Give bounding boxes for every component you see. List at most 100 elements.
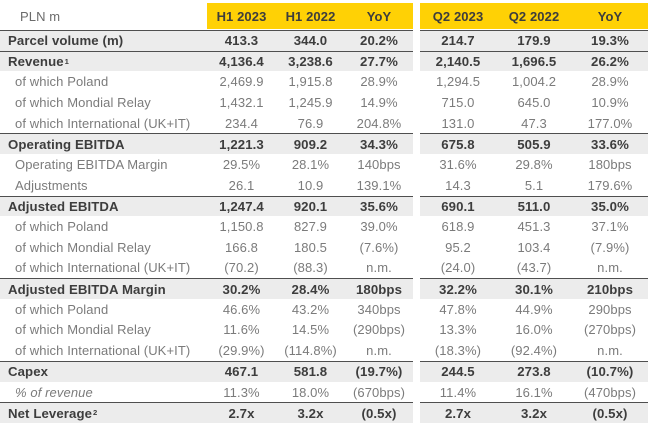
cell-yoy-q2: (7.9%) (572, 236, 648, 258)
cell-yoy-h1: (0.5x) (345, 402, 413, 424)
column-group-gap (413, 278, 420, 299)
cell-q2-2023: 13.3% (420, 319, 496, 341)
cell-h1-2023: (29.9%) (207, 340, 276, 361)
row-label: Net Leverage 2 (0, 402, 207, 424)
cell-q2-2023: 675.8 (420, 133, 496, 155)
cell-q2-2022: 16.1% (496, 381, 572, 403)
cell-q2-2023: 2,140.5 (420, 50, 496, 72)
cell-q2-2023: 2.7x (420, 402, 496, 424)
cell-h1-2022: 18.0% (276, 381, 345, 403)
cell-h1-2023: 467.1 (207, 361, 276, 382)
cell-q2-2023: 31.6% (420, 154, 496, 175)
column-group-gap (413, 319, 420, 341)
column-group-gap (413, 50, 420, 72)
cell-yoy-h1: 35.6% (345, 195, 413, 217)
row-label: of which Poland (0, 216, 207, 237)
cell-yoy-h1: (670bps) (345, 381, 413, 403)
row-label: of which International (UK+IT) (0, 112, 207, 134)
cell-q2-2022: (92.4%) (496, 340, 572, 361)
row-label: of which International (UK+IT) (0, 340, 207, 361)
table-row: Parcel volume (m) 413.3 344.0 20.2% 214.… (0, 30, 648, 51)
column-group-gap (413, 298, 420, 320)
row-label: of which International (UK+IT) (0, 257, 207, 279)
cell-q2-2022: 1,696.5 (496, 50, 572, 72)
column-group-gap (413, 174, 420, 196)
cell-yoy-q2: 37.1% (572, 216, 648, 237)
column-group-gap (413, 30, 420, 51)
cell-h1-2023: 2.7x (207, 402, 276, 424)
cell-yoy-q2: n.m. (572, 340, 648, 361)
cell-h1-2022: 43.2% (276, 298, 345, 320)
cell-h1-2023: (70.2) (207, 257, 276, 279)
header-q2-2023: Q2 2023 (420, 3, 496, 29)
cell-yoy-h1: 34.3% (345, 133, 413, 155)
column-group-gap (413, 154, 420, 175)
cell-q2-2022: 179.9 (496, 30, 572, 51)
cell-q2-2022: 5.1 (496, 174, 572, 196)
header-yoy-h1: YoY (345, 3, 413, 29)
table-header: PLN m H1 2023 H1 2022 YoY Q2 2023 Q2 202… (0, 3, 648, 29)
header-yoy-q2: YoY (572, 3, 648, 29)
cell-q2-2023: (18.3%) (420, 340, 496, 361)
cell-q2-2023: 95.2 (420, 236, 496, 258)
row-label: Operating EBITDA Margin (0, 154, 207, 175)
cell-yoy-h1: (19.7%) (345, 361, 413, 382)
table-row: of which Poland 2,469.9 1,915.8 28.9% 1,… (0, 71, 648, 93)
row-label: of which Mondial Relay (0, 236, 207, 258)
cell-yoy-q2: 180bps (572, 154, 648, 175)
table-row: Adjusted EBITDA 1,247.4 920.1 35.6% 690.… (0, 195, 648, 217)
cell-q2-2022: 451.3 (496, 216, 572, 237)
row-label: Adjustments (0, 174, 207, 196)
cell-yoy-h1: (290bps) (345, 319, 413, 341)
cell-q2-2022: 273.8 (496, 361, 572, 382)
cell-yoy-q2: 26.2% (572, 50, 648, 72)
header-h1-2023: H1 2023 (207, 3, 276, 29)
column-group-gap (413, 340, 420, 361)
cell-yoy-h1: 340bps (345, 298, 413, 320)
column-group-gap (413, 257, 420, 279)
cell-yoy-q2: (270bps) (572, 319, 648, 341)
cell-h1-2023: 166.8 (207, 236, 276, 258)
cell-q2-2022: 511.0 (496, 195, 572, 217)
row-label: of which Poland (0, 298, 207, 320)
cell-h1-2023: 11.6% (207, 319, 276, 341)
cell-h1-2022: 28.1% (276, 154, 345, 175)
row-label: % of revenue (0, 381, 207, 403)
row-label: Revenue 1 (0, 50, 207, 72)
cell-q2-2023: 1,294.5 (420, 71, 496, 93)
table-row: Capex 467.1 581.8 (19.7%) 244.5 273.8 (1… (0, 361, 648, 382)
cell-q2-2023: 14.3 (420, 174, 496, 196)
column-group-gap (413, 92, 420, 113)
cell-h1-2023: 413.3 (207, 30, 276, 51)
cell-h1-2023: 4,136.4 (207, 50, 276, 72)
cell-h1-2023: 234.4 (207, 112, 276, 134)
cell-h1-2022: 3,238.6 (276, 50, 345, 72)
cell-yoy-q2: 177.0% (572, 112, 648, 134)
cell-h1-2023: 29.5% (207, 154, 276, 175)
cell-q2-2023: 715.0 (420, 92, 496, 113)
column-group-gap (413, 112, 420, 134)
cell-yoy-q2: (0.5x) (572, 402, 648, 424)
table-row: Operating EBITDA Margin 29.5% 28.1% 140b… (0, 154, 648, 175)
table-row: of which International (UK+IT) (70.2) (8… (0, 257, 648, 279)
cell-yoy-q2: 19.3% (572, 30, 648, 51)
cell-q2-2022: 44.9% (496, 298, 572, 320)
row-label: of which Mondial Relay (0, 92, 207, 113)
cell-yoy-q2: 210bps (572, 278, 648, 299)
cell-h1-2023: 30.2% (207, 278, 276, 299)
table-row: Operating EBITDA 1,221.3 909.2 34.3% 675… (0, 133, 648, 155)
cell-q2-2023: 214.7 (420, 30, 496, 51)
cell-yoy-h1: 14.9% (345, 92, 413, 113)
column-group-gap (413, 216, 420, 237)
cell-q2-2023: 618.9 (420, 216, 496, 237)
cell-yoy-h1: 20.2% (345, 30, 413, 51)
cell-h1-2023: 1,247.4 (207, 195, 276, 217)
table-row: Net Leverage 2 2.7x 3.2x (0.5x) 2.7x 3.2x… (0, 402, 648, 424)
cell-h1-2022: 76.9 (276, 112, 345, 134)
cell-yoy-q2: 28.9% (572, 71, 648, 93)
header-h1-2022: H1 2022 (276, 3, 345, 29)
cell-yoy-h1: 139.1% (345, 174, 413, 196)
cell-q2-2022: 29.8% (496, 154, 572, 175)
column-group-gap (413, 195, 420, 217)
